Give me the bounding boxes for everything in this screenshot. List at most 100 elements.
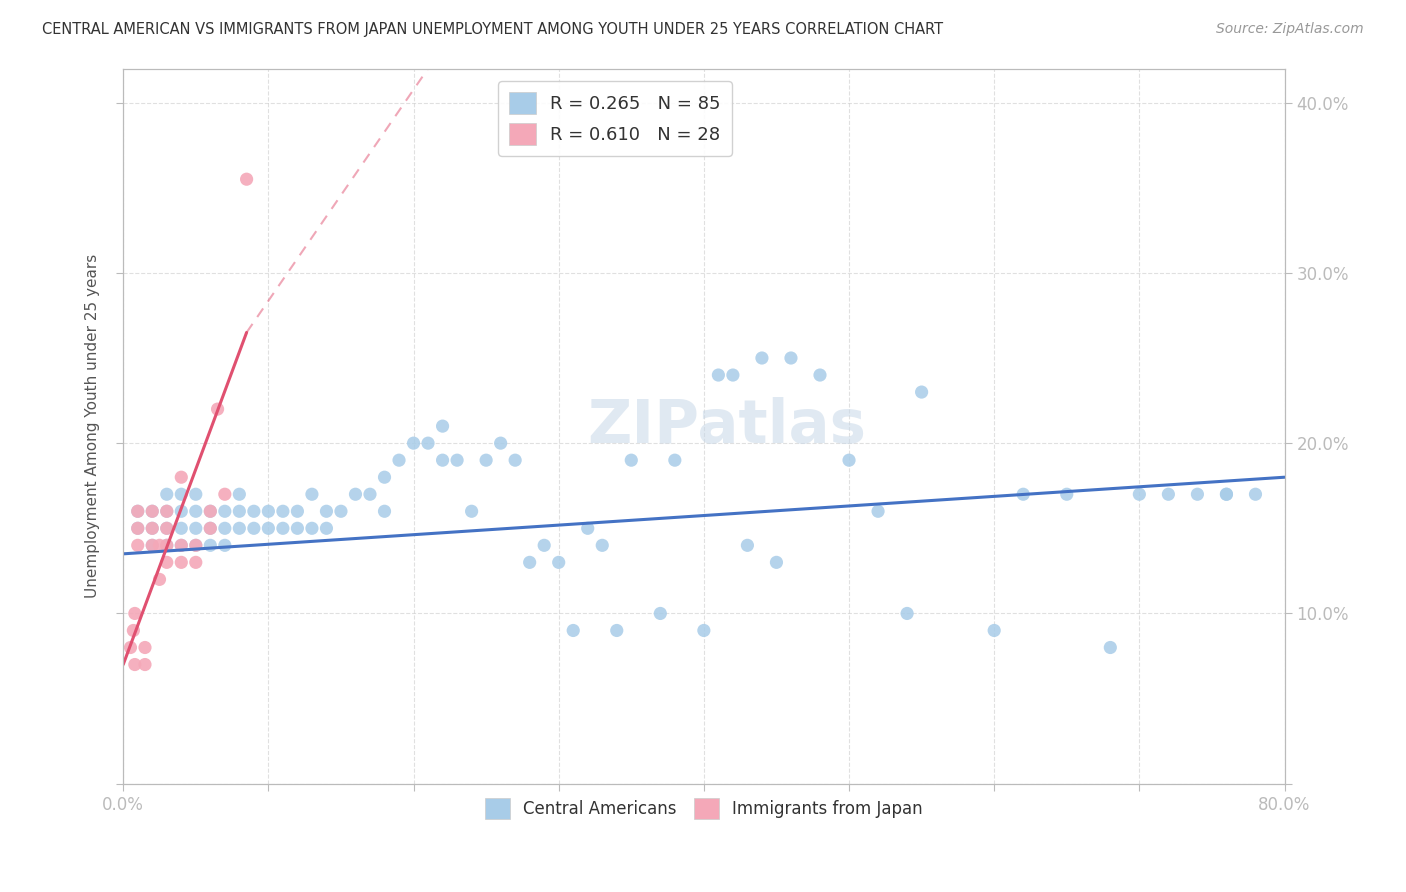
Point (591, 538, 613, 552)
Point (156, 504, 179, 518)
Point (373, 504, 395, 518)
Point (124, 657, 146, 672)
Point (214, 504, 236, 518)
Point (315, 521, 337, 535)
Point (910, 385, 932, 400)
Point (330, 504, 353, 518)
Point (765, 555, 787, 569)
Point (200, 504, 222, 518)
Point (184, 555, 207, 569)
Point (170, 538, 193, 552)
Point (141, 504, 163, 518)
Point (868, 504, 890, 518)
Point (503, 453, 526, 467)
Point (156, 555, 179, 569)
Point (562, 624, 585, 638)
Point (446, 453, 468, 467)
Point (170, 487, 193, 501)
Point (228, 521, 250, 535)
Point (141, 521, 163, 535)
Point (156, 487, 179, 501)
Point (388, 453, 411, 467)
Point (148, 538, 170, 552)
Point (184, 521, 207, 535)
Point (257, 521, 280, 535)
Point (235, 172, 257, 186)
Point (707, 368, 730, 382)
Point (606, 624, 628, 638)
Y-axis label: Unemployment Among Youth under 25 years: Unemployment Among Youth under 25 years (86, 254, 100, 599)
Point (148, 573, 170, 587)
Point (1056, 487, 1078, 501)
Point (122, 624, 145, 638)
Point (576, 521, 599, 535)
Point (271, 504, 294, 518)
Point (287, 521, 309, 535)
Point (141, 538, 163, 552)
Point (184, 538, 207, 552)
Point (243, 504, 266, 518)
Point (156, 504, 179, 518)
Point (141, 521, 163, 535)
Point (214, 538, 236, 552)
Point (1099, 640, 1122, 655)
Point (170, 555, 193, 569)
Point (359, 487, 381, 501)
Point (200, 538, 222, 552)
Point (184, 504, 207, 518)
Point (416, 436, 439, 450)
Text: Source: ZipAtlas.com: Source: ZipAtlas.com (1216, 22, 1364, 37)
Point (228, 504, 250, 518)
Point (127, 521, 149, 535)
Point (156, 538, 179, 552)
Point (228, 487, 250, 501)
Point (141, 538, 163, 552)
Point (432, 453, 454, 467)
Point (1244, 487, 1267, 501)
Point (751, 351, 773, 365)
Point (432, 419, 454, 434)
Point (200, 521, 222, 535)
Point (200, 521, 222, 535)
Point (301, 521, 323, 535)
Point (460, 504, 482, 518)
Point (1128, 487, 1150, 501)
Point (134, 657, 156, 672)
Legend: Central Americans, Immigrants from Japan: Central Americans, Immigrants from Japan (478, 792, 929, 825)
Point (780, 351, 803, 365)
Point (547, 555, 569, 569)
Point (373, 470, 395, 484)
Point (156, 521, 179, 535)
Point (134, 640, 156, 655)
Point (214, 521, 236, 535)
Point (664, 453, 686, 467)
Point (489, 436, 512, 450)
Point (1215, 487, 1237, 501)
Point (127, 504, 149, 518)
Point (207, 402, 229, 417)
Point (127, 504, 149, 518)
Point (808, 368, 831, 382)
Point (170, 504, 193, 518)
Point (243, 521, 266, 535)
Point (315, 504, 337, 518)
Point (1187, 487, 1209, 501)
Point (519, 555, 541, 569)
Point (620, 453, 643, 467)
Point (214, 487, 236, 501)
Point (170, 538, 193, 552)
Text: CENTRAL AMERICAN VS IMMIGRANTS FROM JAPAN UNEMPLOYMENT AMONG YOUTH UNDER 25 YEAR: CENTRAL AMERICAN VS IMMIGRANTS FROM JAPA… (42, 22, 943, 37)
Point (271, 521, 294, 535)
Point (533, 538, 555, 552)
Point (896, 607, 918, 621)
Point (344, 487, 367, 501)
Point (170, 470, 193, 484)
Point (124, 607, 146, 621)
Point (1157, 487, 1180, 501)
Point (301, 487, 323, 501)
Point (127, 538, 149, 552)
Point (184, 538, 207, 552)
Point (838, 453, 860, 467)
Point (721, 368, 744, 382)
Point (693, 624, 716, 638)
